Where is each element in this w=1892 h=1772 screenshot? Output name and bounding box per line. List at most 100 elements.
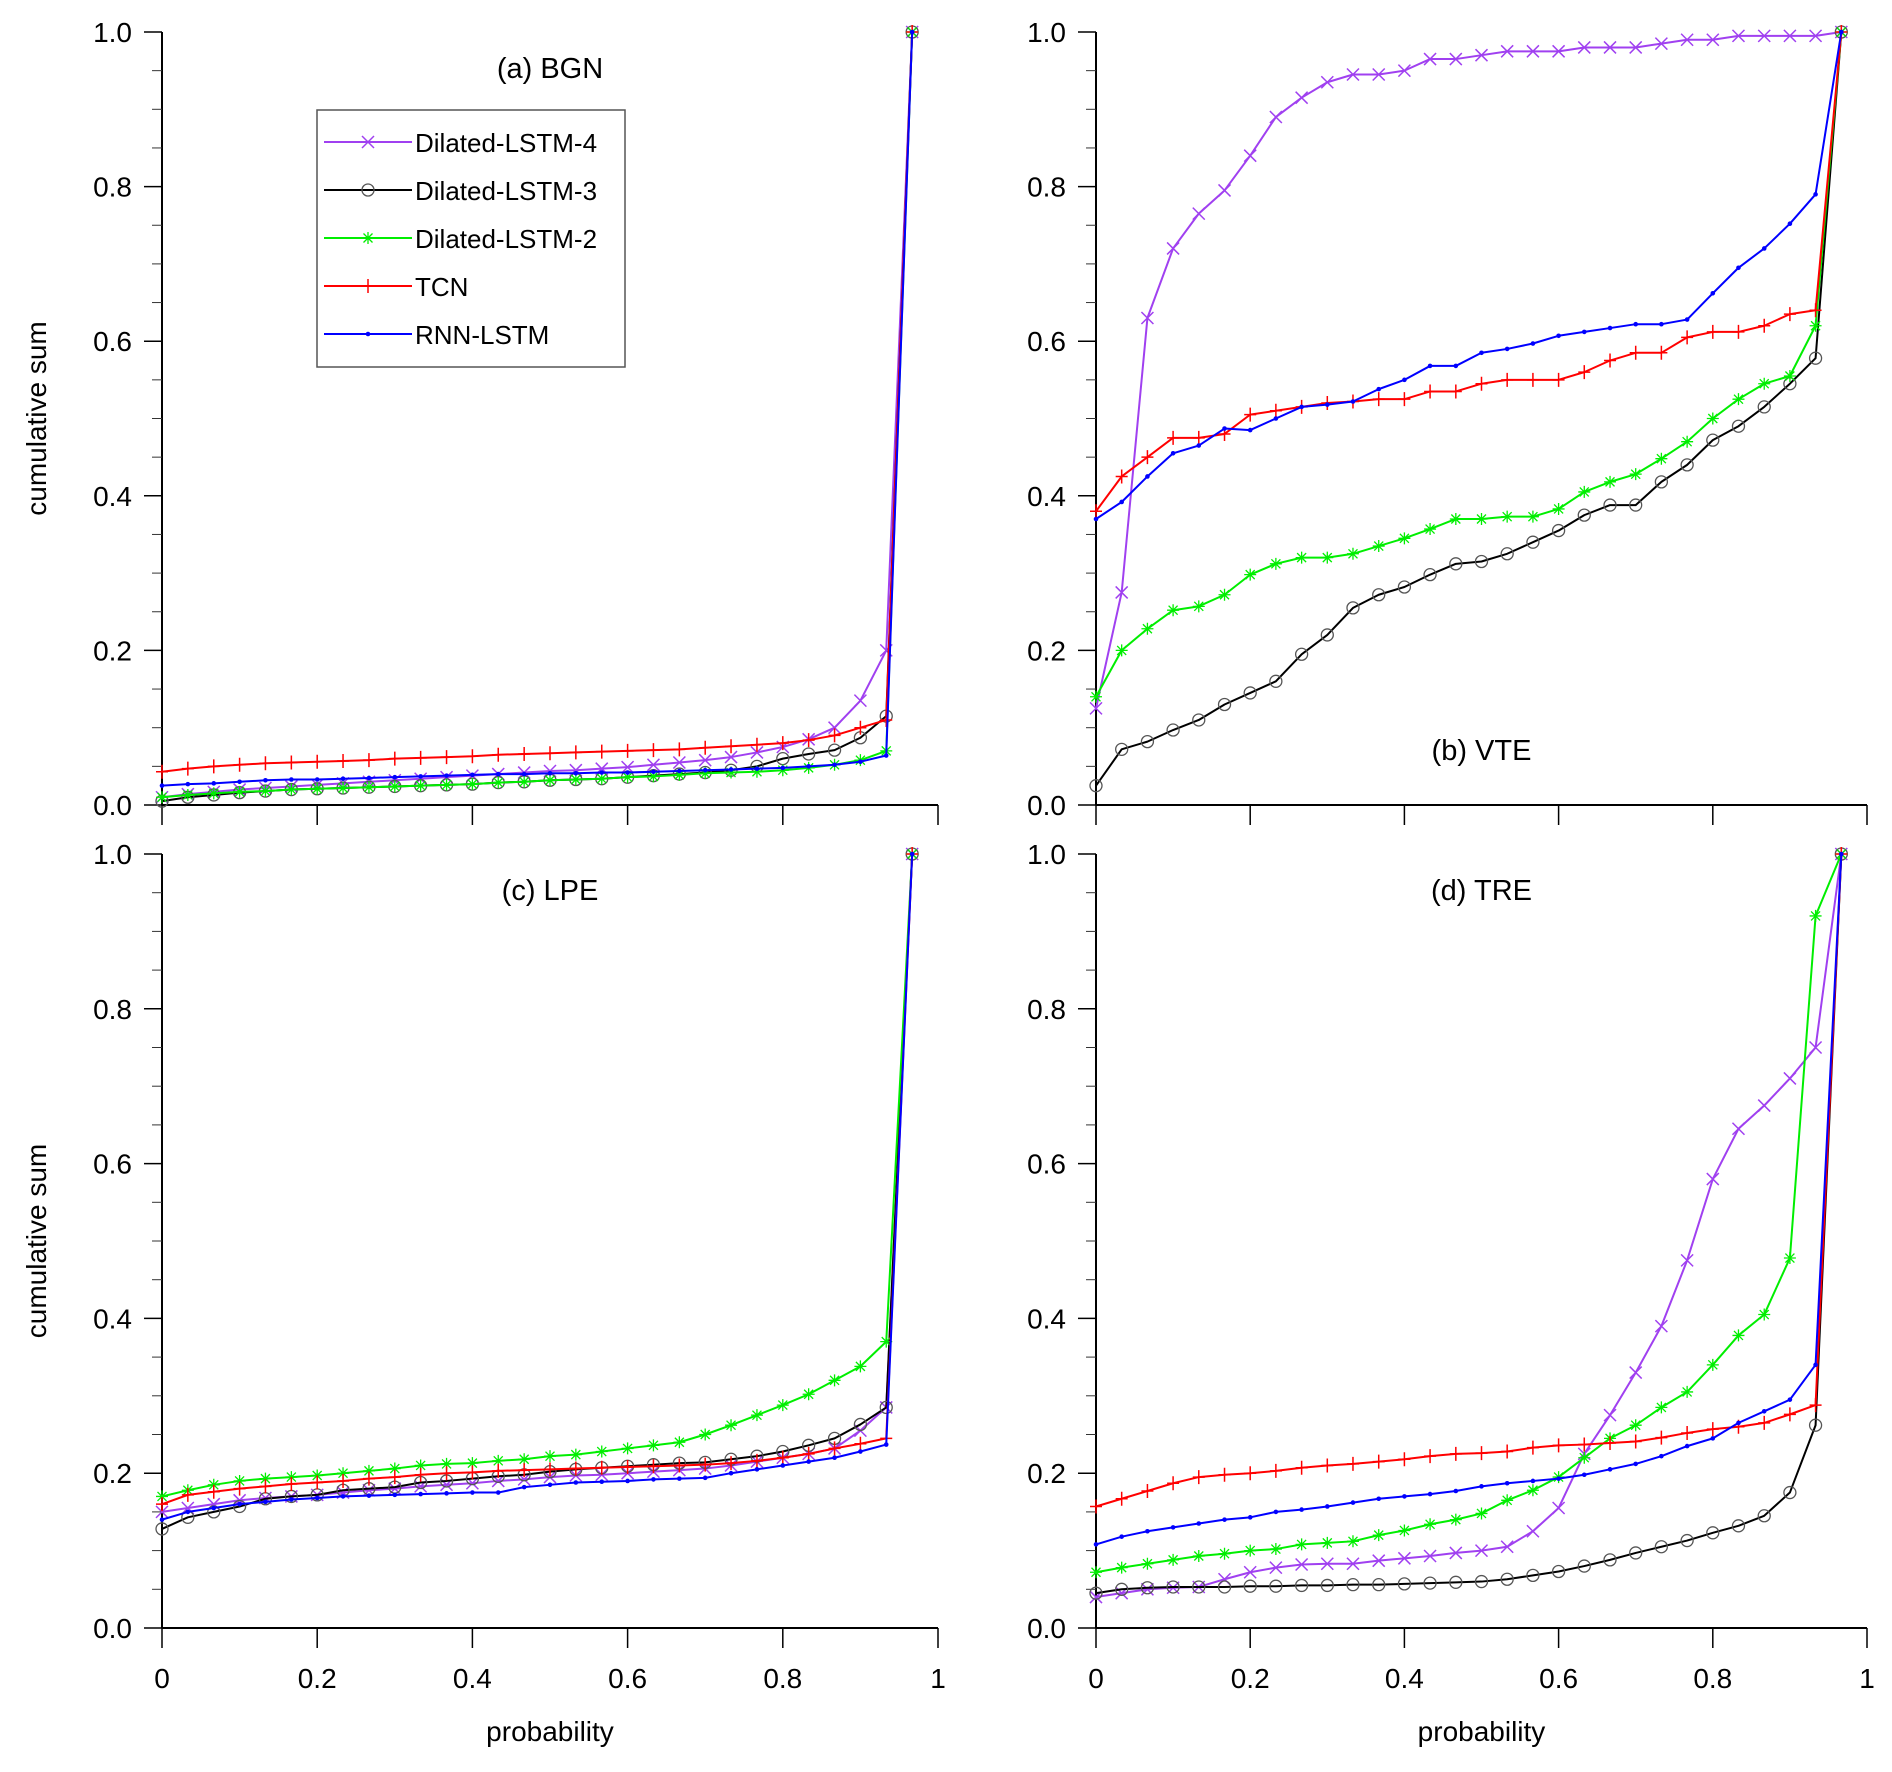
data-point [388,1482,402,1496]
data-point [801,747,816,761]
data-point [1299,404,1304,410]
data-point [1474,1574,1489,1589]
data-point [595,1460,608,1475]
data-point [1269,557,1282,570]
data-point [776,764,789,777]
x-tick-label: 0.8 [1693,1663,1732,1694]
data-point [672,755,686,770]
legend: Dilated-LSTM-4 Dilated-LSTM-3 Dilated-LSTM… [316,109,626,368]
data-point [1603,40,1617,54]
data-point [1167,604,1180,617]
data-point [1808,1418,1823,1432]
panel-b: 0.0 0.2 0.4 0.6 0.8 1.0 (b) VTE [1027,17,1868,825]
data-point [776,1450,789,1465]
data-point [1166,241,1180,255]
data-point [754,1467,760,1472]
y-tick-label: 0.8 [1027,994,1066,1025]
data-point [1346,67,1360,82]
data-point [1577,1559,1591,1573]
data-point [1504,1480,1510,1486]
data-point [569,773,582,786]
data-point [1629,345,1642,360]
data-point [1655,1401,1668,1414]
y-axis-title: cumulative sum [21,1144,52,1339]
data-point [1423,1576,1437,1590]
data-point [1680,1533,1694,1548]
data-point [1681,1425,1694,1440]
data-point [725,1419,738,1432]
data-point [569,745,582,760]
data-point [750,1409,763,1422]
data-point [1783,1407,1796,1422]
y-tick-label: 1.0 [1027,17,1066,48]
x-tick-label: 0 [154,1663,170,1694]
data-point [311,754,324,769]
data-point [492,1454,505,1467]
data-point [1526,1524,1540,1538]
legend-marker [361,183,375,197]
data-point [392,774,398,780]
data-point [1659,1453,1664,1459]
data-point [698,753,712,767]
data-point [1295,551,1308,564]
data-point [909,851,915,857]
data-point [853,694,867,708]
data-point [1757,1099,1771,1113]
data-point [802,1388,815,1401]
data-point [518,1453,531,1466]
data-point [1530,1478,1536,1484]
data-point [1321,1458,1334,1473]
data-point [1115,585,1129,599]
data-point [699,1428,712,1441]
data-point [185,1509,191,1515]
data-point [621,743,634,758]
data-point [492,747,505,762]
data-point [573,771,579,776]
data-point [388,1462,401,1475]
data-point [289,1497,294,1502]
data-point [159,1517,165,1522]
data-point [362,1483,376,1497]
data-point [1167,1553,1180,1566]
data-point [544,1450,556,1463]
data-point [1218,1467,1231,1482]
y-tick-label: 0.8 [93,994,132,1025]
data-point [1603,1553,1617,1567]
series-dilated-lstm-2 [1090,848,1848,1579]
data-point [1731,1519,1746,1533]
data-point [677,1476,682,1481]
data-point [853,1417,868,1432]
data-point [651,1477,656,1482]
data-point [1526,535,1540,549]
data-point [1372,540,1385,553]
data-point [263,1499,268,1505]
data-point [646,758,660,772]
series-rnn-lstm [159,851,915,1522]
data-point [1731,1122,1746,1136]
data-point [1350,399,1356,404]
data-point [156,1497,168,1512]
data-point [1295,1538,1308,1551]
legend-entry: Dilated-LSTM-4 [324,128,597,158]
data-point [569,1448,582,1461]
data-point [1578,1437,1591,1452]
data-point [1218,588,1231,601]
data-point [806,764,811,769]
data-point [1603,1408,1617,1422]
data-point [1809,29,1823,43]
data-point [1783,1252,1796,1265]
data-point [259,756,272,771]
data-point [1706,33,1720,47]
data-point [155,1522,169,1536]
data-point [1247,1515,1253,1520]
series-line [161,853,914,1521]
data-point [362,781,375,794]
data-point [1783,307,1796,322]
data-point [211,1505,217,1511]
data-point [854,1360,867,1373]
data-point [285,755,298,770]
data-point [677,768,682,774]
data-point [621,1442,634,1455]
data-point [725,766,738,779]
data-point [802,733,815,748]
